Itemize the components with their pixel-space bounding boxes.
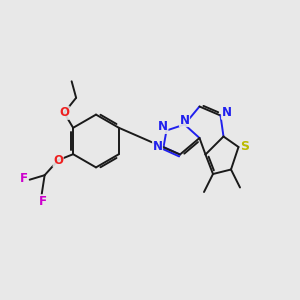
Text: O: O [59,106,69,119]
Text: N: N [152,140,163,154]
Text: S: S [241,140,250,154]
Text: F: F [39,195,47,208]
Text: F: F [20,172,28,185]
Text: N: N [221,106,232,119]
Text: O: O [53,154,63,167]
Text: N: N [158,120,168,134]
Text: N: N [179,113,190,127]
